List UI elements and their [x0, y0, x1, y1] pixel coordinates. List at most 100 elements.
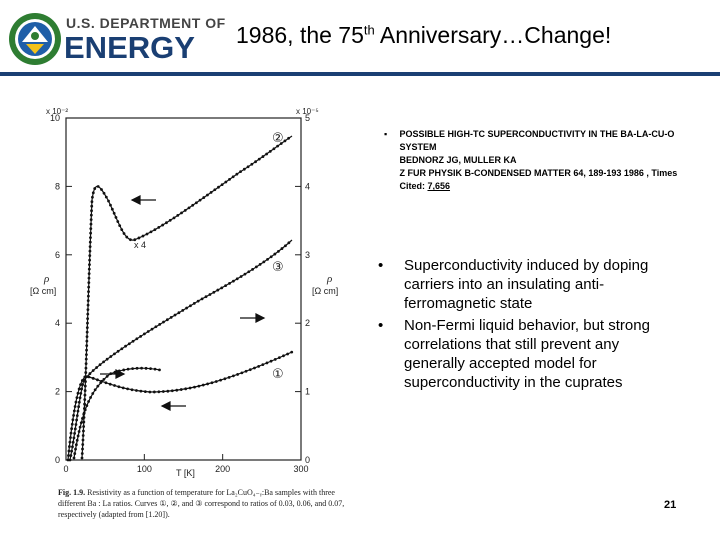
- data-point: [287, 241, 291, 245]
- bullet-marker: •: [378, 317, 384, 334]
- data-point: [87, 272, 91, 276]
- data-point: [122, 368, 126, 372]
- data-point: [257, 157, 261, 161]
- data-point: [127, 342, 131, 346]
- data-point: [87, 375, 91, 379]
- data-point: [194, 201, 198, 205]
- data-point: [93, 388, 97, 392]
- right-tick-label: 5: [305, 113, 310, 123]
- data-point: [198, 198, 202, 202]
- data-point: [77, 430, 81, 433]
- left-tick-label: 2: [55, 387, 60, 397]
- data-point: [88, 263, 91, 267]
- caption-number: Fig. 1.9.: [58, 488, 86, 497]
- data-point: [88, 240, 92, 244]
- data-point: [83, 389, 87, 392]
- data-point: [69, 436, 72, 440]
- data-point: [154, 325, 158, 329]
- data-point: [90, 209, 93, 213]
- data-point: [240, 371, 244, 375]
- data-point: [235, 277, 239, 281]
- data-point: [266, 257, 269, 261]
- data-point: [244, 369, 248, 373]
- title-superscript: th: [363, 22, 375, 38]
- data-point: [109, 355, 113, 358]
- data-point: [109, 203, 112, 207]
- data-point: [104, 195, 108, 199]
- data-point: [277, 249, 280, 253]
- data-point: [193, 385, 196, 389]
- data-point: [173, 313, 177, 317]
- data-point: [141, 234, 145, 238]
- data-point: [71, 445, 74, 449]
- data-point: [220, 286, 224, 290]
- data-point: [290, 350, 294, 354]
- right-ylabel: ρ: [326, 273, 332, 285]
- data-point: [76, 409, 80, 413]
- curve-3: [69, 239, 293, 461]
- data-point: [81, 434, 85, 437]
- arrow-markers: [100, 195, 266, 411]
- data-point: [253, 366, 256, 370]
- data-point: [68, 440, 72, 444]
- data-point: [246, 165, 250, 169]
- reference-item: ▪ POSSIBLE HIGH-TC SUPERCONDUCTIVITY IN …: [384, 128, 684, 193]
- data-point: [85, 335, 89, 339]
- data-point: [75, 438, 79, 442]
- data-point: [85, 344, 89, 348]
- data-point: [273, 358, 277, 361]
- data-point: [150, 327, 154, 331]
- right-tick-label: 0: [305, 455, 310, 465]
- data-point: [90, 200, 94, 204]
- data-point: [179, 388, 183, 391]
- data-point: [204, 295, 208, 299]
- data-point: [191, 203, 195, 207]
- data-point: [70, 449, 74, 453]
- x-tick-label: 0: [63, 464, 68, 474]
- data-point: [85, 330, 89, 334]
- data-point: [157, 226, 161, 229]
- x-tick-label: 300: [293, 464, 308, 474]
- data-point: [80, 387, 84, 391]
- data-point: [197, 384, 201, 388]
- data-point: [107, 199, 110, 203]
- data-point: [153, 228, 157, 232]
- left-tick-label: 4: [55, 318, 60, 328]
- curve-label-3: ③: [272, 260, 284, 275]
- data-point: [216, 288, 220, 292]
- data-point: [220, 183, 224, 186]
- data-point: [181, 308, 185, 312]
- slide-title: 1986, the 75th Anniversary…Change!: [236, 22, 611, 49]
- data-point: [98, 363, 102, 367]
- data-point: [192, 302, 196, 305]
- curve-label-1: ①: [272, 367, 284, 382]
- data-point: [85, 353, 88, 356]
- data-point: [105, 357, 109, 361]
- data-point: [83, 398, 87, 401]
- data-point: [76, 434, 80, 438]
- scale-note: x 4: [134, 240, 146, 250]
- data-point: [69, 431, 73, 435]
- data-point: [227, 375, 231, 379]
- data-point: [91, 376, 95, 380]
- data-point: [161, 390, 165, 393]
- data-point: [180, 211, 183, 215]
- left-tick-label: 6: [55, 250, 60, 260]
- times-cited-link[interactable]: 7,656: [427, 181, 451, 191]
- data-point: [82, 425, 86, 428]
- right-axis-multiplier: x 10⁻⁵: [296, 107, 319, 116]
- data-point: [87, 267, 91, 271]
- data-point: [81, 383, 85, 386]
- reference-text: POSSIBLE HIGH-TC SUPERCONDUCTIVITY IN TH…: [399, 128, 684, 193]
- data-point: [140, 366, 143, 370]
- data-point: [251, 267, 254, 271]
- title-part-1: 1986, the 75: [236, 22, 364, 48]
- data-point: [88, 254, 92, 258]
- data-point: [217, 185, 220, 189]
- data-point: [214, 380, 218, 383]
- curve-2: [81, 135, 293, 459]
- data-point: [85, 348, 88, 352]
- reference-journal: Z FUR PHYSIK B-CONDENSED MATTER 64, 189-…: [399, 167, 684, 193]
- data-point: [130, 388, 134, 392]
- curve-label-2: ②: [272, 131, 284, 146]
